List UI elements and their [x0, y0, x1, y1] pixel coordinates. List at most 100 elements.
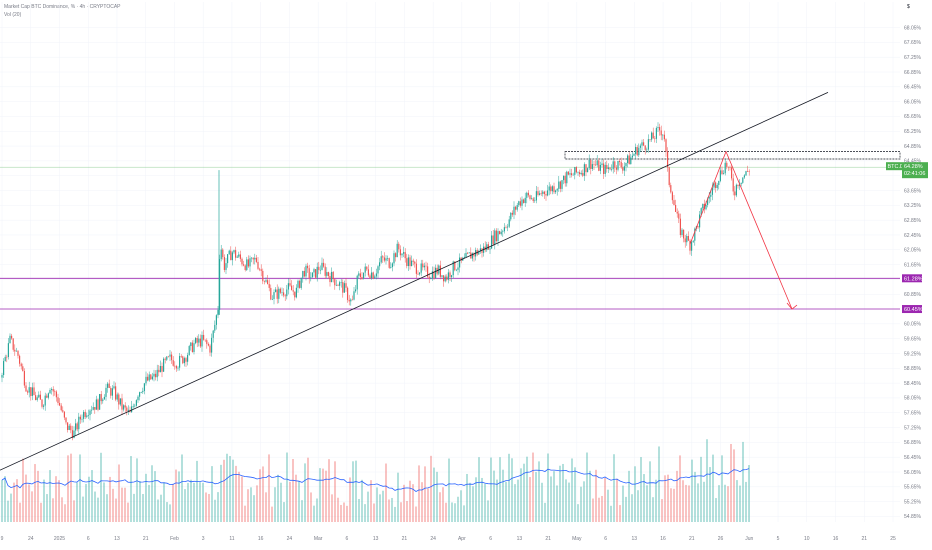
volume-bar — [280, 482, 282, 522]
candle-body — [446, 276, 448, 280]
volume-bar — [7, 500, 9, 522]
candle-body — [598, 160, 600, 171]
level-badge — [902, 274, 922, 283]
candle-body — [302, 270, 304, 278]
volume-bar — [145, 473, 147, 522]
volume-bar — [22, 458, 24, 522]
candle-body — [526, 192, 528, 198]
candle-body — [377, 266, 379, 274]
candle-body — [630, 157, 632, 165]
volume-bar — [346, 505, 348, 522]
volume-bar — [181, 454, 183, 522]
zigzag-projection[interactable] — [689, 150, 793, 310]
candle-body — [214, 324, 216, 331]
candle-body — [425, 265, 427, 267]
candle-body — [535, 191, 537, 201]
candle-body — [204, 339, 206, 341]
candle-body — [171, 354, 173, 361]
horizontal-levels[interactable] — [0, 166, 900, 310]
volume-bar — [4, 476, 6, 522]
volume-bar — [1, 480, 3, 522]
candle-body — [223, 257, 225, 270]
volume-bar — [736, 480, 738, 522]
volume-bar — [448, 458, 450, 522]
level-badge-label: 61.28% — [904, 276, 923, 282]
candle-body — [676, 211, 678, 214]
candle-body — [51, 389, 53, 390]
ascending-trendline[interactable] — [0, 92, 829, 471]
price-axis[interactable]: 68.05% 67.65% 67.25% 66.85% 66.45% 66.05% 65.6… — [904, 25, 922, 520]
candle-body — [563, 175, 565, 181]
volume-bar — [271, 506, 273, 522]
candle-body — [716, 184, 718, 188]
candle-body — [409, 257, 411, 267]
candle-body — [667, 151, 669, 168]
candle-body — [12, 338, 14, 350]
volume-bar — [169, 504, 171, 522]
candle-body — [31, 387, 33, 396]
volume-bar — [163, 482, 165, 522]
volume-bar — [409, 480, 411, 522]
candle-body — [460, 257, 462, 261]
candle-body — [441, 275, 443, 277]
candle-body — [740, 182, 742, 184]
candle-body — [196, 338, 198, 343]
volume-bar — [679, 455, 681, 522]
candle-body — [449, 272, 451, 278]
candle-body — [639, 145, 641, 148]
volume-bar — [616, 478, 618, 522]
candle-body — [25, 385, 27, 392]
volume-bar — [454, 503, 456, 522]
candle-body — [3, 361, 5, 376]
candle-body — [561, 180, 563, 189]
x-tick-label: 21 — [143, 536, 149, 542]
candle-body — [151, 376, 153, 380]
candle-body — [511, 212, 513, 215]
candle-body — [595, 164, 597, 166]
candle-body — [451, 275, 453, 278]
candle-body — [571, 173, 573, 176]
candle-body — [188, 346, 190, 355]
volume-bar — [136, 458, 138, 522]
candle-body — [359, 273, 361, 278]
candle-body — [142, 390, 144, 393]
candle-body — [59, 402, 61, 406]
volume-indicator-label: Vol (20) — [4, 12, 22, 18]
volume-bar — [724, 484, 726, 522]
volume-bar — [238, 471, 240, 522]
candle-body — [644, 145, 646, 150]
resistance-zone[interactable] — [564, 151, 901, 160]
candle-body — [423, 265, 425, 268]
currency-label[interactable]: $ — [907, 4, 910, 10]
candle-body — [187, 354, 189, 362]
candle-body — [452, 261, 454, 276]
volume-bar — [307, 457, 309, 522]
x-tick-label: 26 — [718, 536, 724, 542]
volume-bar — [607, 489, 609, 522]
candle-body — [439, 265, 441, 277]
candle-body — [132, 406, 134, 407]
candle-body — [89, 410, 91, 416]
candle-body — [78, 416, 80, 430]
volume-bar — [340, 504, 342, 522]
volume-bar — [184, 489, 186, 522]
x-tick-label: Mar — [314, 536, 323, 542]
volume-bar — [586, 452, 588, 522]
candle-body — [343, 283, 345, 293]
candle-body — [547, 190, 549, 196]
candle-body — [657, 127, 659, 129]
candle-body — [199, 338, 201, 347]
candle-body — [294, 291, 296, 298]
volume-bar — [109, 476, 111, 522]
time-axis[interactable]: 9 24 2025 6 13 21 Feb 3 11 16 24 Mar 6 13 21 24 Apr 6 13 21… — [1, 536, 896, 542]
volume-bar — [721, 455, 723, 522]
candle-body — [668, 167, 670, 186]
candle-body — [291, 285, 293, 291]
candle-body — [515, 206, 517, 210]
candle-body — [385, 258, 387, 261]
candle-body — [326, 272, 328, 276]
volume-bar — [634, 466, 636, 522]
candle-body — [139, 392, 141, 397]
volume-bar — [235, 465, 237, 522]
